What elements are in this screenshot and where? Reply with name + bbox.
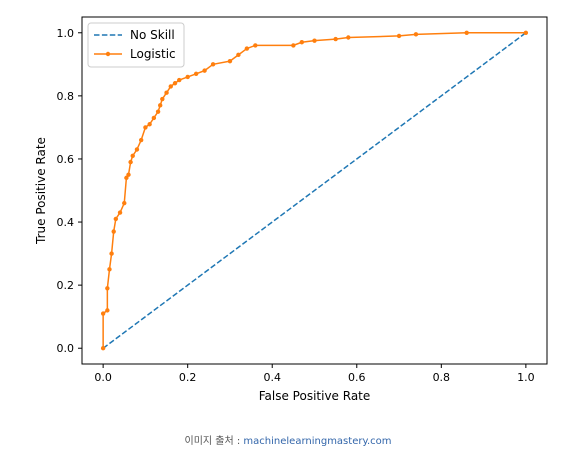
y-tick-label: 0.0 <box>57 342 75 355</box>
logistic-point <box>122 200 127 206</box>
caption-prefix: 이미지 출처 : <box>184 436 244 447</box>
logistic-point <box>185 74 190 80</box>
series-group <box>100 30 529 351</box>
x-tick-label: 0.6 <box>348 371 366 384</box>
caption-source-link[interactable]: machinelearningmastery.com <box>243 436 392 447</box>
logistic-point <box>413 32 419 37</box>
logistic-point <box>134 147 140 152</box>
logistic-point <box>117 210 123 215</box>
legend-logistic-label: Logistic <box>130 47 176 61</box>
logistic-point <box>210 62 216 67</box>
logistic-point <box>164 90 169 95</box>
logistic-point <box>333 36 338 42</box>
logistic-point <box>147 122 152 127</box>
legend-box <box>87 22 185 68</box>
logistic-point <box>346 35 351 40</box>
logistic-point <box>113 216 119 222</box>
legend: No Skill Logistic <box>87 22 185 68</box>
logistic-point <box>138 137 144 143</box>
x-axis-label: False Positive Rate <box>259 389 371 403</box>
logistic-point <box>253 43 258 48</box>
logistic-point <box>172 81 178 86</box>
logistic-point <box>244 46 250 51</box>
x-tick-label: 0.8 <box>433 371 451 384</box>
logistic-point <box>299 40 305 45</box>
logistic-point <box>105 286 110 291</box>
logistic-point <box>464 30 469 35</box>
image-source-caption: 이미지 출처 : machinelearningmastery.com <box>0 432 576 447</box>
logistic-point <box>160 96 165 102</box>
axis-ticks: 0.0 0.2 0.4 0.6 0.8 1.0 0.0 0.2 0.4 0.6 0.8 1.0 <box>57 27 535 384</box>
logistic-point <box>128 159 133 165</box>
logistic-point <box>312 38 317 43</box>
plot-frame <box>81 16 548 365</box>
logistic-point <box>109 251 114 256</box>
logistic-point <box>111 229 116 234</box>
no-skill-line <box>102 32 527 349</box>
x-tick-label: 0.0 <box>94 371 112 384</box>
x-tick-label: 0.2 <box>179 371 197 384</box>
logistic-point <box>107 267 112 272</box>
roc-chart: 0.0 0.2 0.4 0.6 0.8 1.0 0.0 0.2 0.4 0.6 0.8 1.0 Fal… <box>34 16 548 403</box>
logistic-point <box>202 68 207 73</box>
logistic-point <box>130 153 135 158</box>
logistic-point <box>396 33 402 39</box>
logistic-point <box>193 71 199 76</box>
logistic-point <box>236 52 241 58</box>
logistic-point <box>291 43 296 48</box>
y-tick-label: 0.8 <box>57 90 75 103</box>
logistic-point <box>100 346 106 351</box>
logistic-point <box>100 311 106 316</box>
logistic-point <box>126 172 131 177</box>
legend-no-skill-label: No Skill <box>130 28 175 42</box>
legend-logistic-marker <box>105 51 111 57</box>
logistic-point <box>105 308 110 313</box>
logistic-point <box>158 103 163 108</box>
y-tick-label: 1.0 <box>57 27 75 40</box>
y-tick-label: 0.4 <box>57 216 75 229</box>
x-tick-label: 1.0 <box>517 371 535 384</box>
y-axis-label: True Positive Rate <box>34 137 48 245</box>
logistic-point <box>177 77 182 83</box>
logistic-point <box>124 175 129 181</box>
logistic-point <box>155 109 161 114</box>
logistic-point <box>168 84 173 89</box>
logistic-point <box>523 30 529 35</box>
y-tick-label: 0.2 <box>57 279 75 292</box>
logistic-point <box>143 125 148 130</box>
logistic-point <box>151 115 157 121</box>
logistic-point <box>227 58 233 64</box>
y-tick-label: 0.6 <box>57 153 75 166</box>
x-tick-label: 0.4 <box>263 371 281 384</box>
